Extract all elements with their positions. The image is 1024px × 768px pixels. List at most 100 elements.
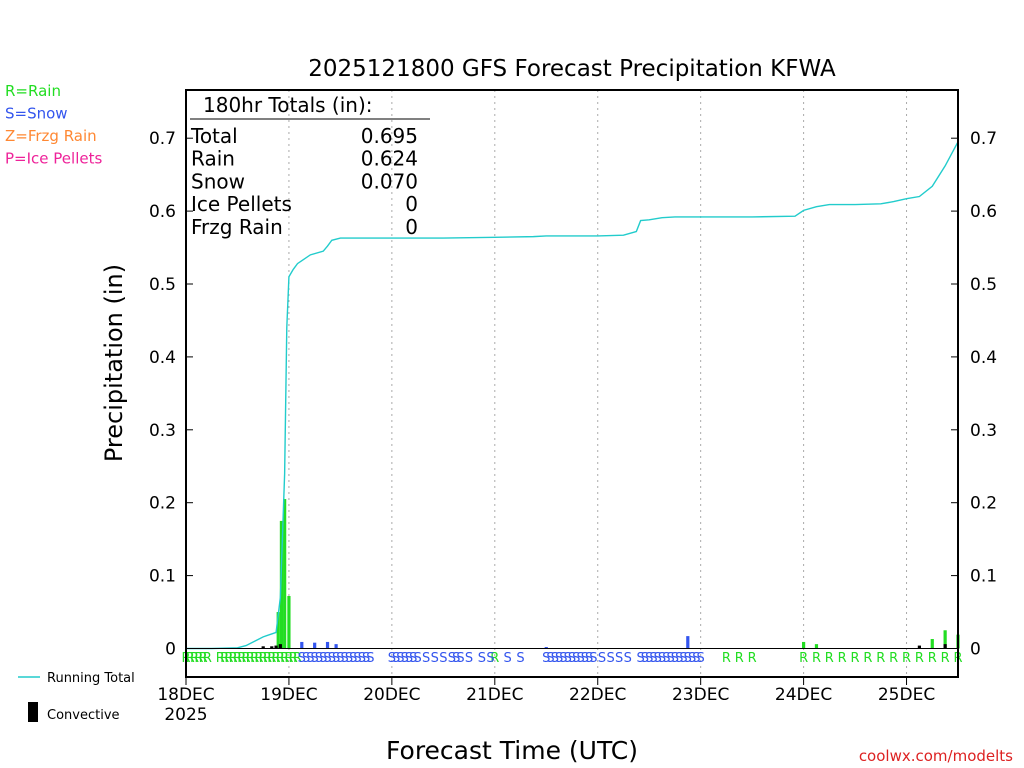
ptype-S-31: S <box>315 651 323 666</box>
ytick-label-left-4: 0.4 <box>149 348 176 368</box>
ptype-S-63: S <box>452 651 460 666</box>
ptype-S-94: S <box>585 651 593 666</box>
ptype-R-165: R <box>889 651 898 666</box>
ptype-S-30: S <box>311 651 319 666</box>
ptype-S-118: S <box>688 651 696 666</box>
ptype-S-27: S <box>298 651 306 666</box>
ptype-S-42: S <box>362 651 370 666</box>
ytick-label-right-6: 0.6 <box>970 202 997 222</box>
ytick-label-left-3: 0.3 <box>149 421 176 441</box>
bar-convective-171 <box>917 645 921 649</box>
xtick-sublabel-0: 2025 <box>164 705 207 725</box>
ptype-S-48: S <box>388 651 396 666</box>
ptype-S-90: S <box>568 651 576 666</box>
ptype-R-177: R <box>941 651 950 666</box>
bar-convective-20 <box>270 646 274 649</box>
ptype-S-107: S <box>641 651 649 666</box>
totals-value-1: 0.624 <box>361 147 418 171</box>
ptype-S-53: S <box>409 651 417 666</box>
precip-bars <box>261 499 960 649</box>
ptype-R-147: R <box>812 651 821 666</box>
ptype-S-87: S <box>555 651 563 666</box>
ptype-S-119: S <box>692 651 700 666</box>
ptype-S-37: S <box>341 651 349 666</box>
ytick-label-right-0: 0 <box>970 640 981 660</box>
totals-value-2: 0.070 <box>361 169 418 193</box>
ptype-S-88: S <box>559 651 567 666</box>
ytick-label-right-4: 0.4 <box>970 348 997 368</box>
ptype-R-5: R <box>203 651 212 666</box>
ytick-label-left-0: 0 <box>165 640 176 660</box>
ytick-label-right-2: 0.2 <box>970 494 997 514</box>
totals-value-4: 0 <box>405 215 418 239</box>
y-axis-title: Precipitation (in) <box>100 264 128 462</box>
ytick-label-right-3: 0.3 <box>970 421 997 441</box>
bar-snow-117 <box>686 636 690 649</box>
ptype-R-19: R <box>263 651 272 666</box>
ptype-R-25: R <box>289 651 298 666</box>
ptype-S-56: S <box>422 651 430 666</box>
bar-snow-84 <box>544 647 548 649</box>
ptype-S-50: S <box>396 651 404 666</box>
ptype-R-2: R <box>190 651 199 666</box>
ptype-R-13: R <box>237 651 246 666</box>
watermark: coolwx.com/modelts <box>859 747 1013 765</box>
ptype-S-111: S <box>658 651 666 666</box>
ytick-label-left-7: 0.7 <box>149 129 176 149</box>
ptype-R-10: R <box>224 651 233 666</box>
bar-convective-21 <box>274 645 278 649</box>
ptype-S-41: S <box>358 651 366 666</box>
ptype-S-95: S <box>589 651 597 666</box>
ptype-R-23: R <box>280 651 289 666</box>
ptype-S-85: S <box>546 651 554 666</box>
ptype-R-129: R <box>735 651 744 666</box>
y-axis-left: 0 0.1 0.2 0.3 0.4 0.5 0.6 0.7 <box>149 129 193 660</box>
ptype-R-14: R <box>242 651 251 666</box>
ytick-label-left-5: 0.5 <box>149 275 176 295</box>
ptype-S-99: S <box>606 651 614 666</box>
ptype-R-20: R <box>267 651 276 666</box>
ptype-S-93: S <box>581 651 589 666</box>
bar-rain-21.5 <box>276 612 280 649</box>
ptype-R-159: R <box>863 651 872 666</box>
ptype-S-62: S <box>448 651 456 666</box>
ptype-S-43: S <box>366 651 374 666</box>
gridlines <box>288 90 908 677</box>
ptype-S-120: S <box>697 651 705 666</box>
bar-snow-27 <box>300 641 304 649</box>
ptype-S-116: S <box>679 651 687 666</box>
bar-snow-35 <box>334 644 338 649</box>
ptype-R-9: R <box>220 651 229 666</box>
xtick-label-20DEC: 20DEC <box>363 685 420 705</box>
ptype-S-97: S <box>598 651 606 666</box>
ptype-S-110: S <box>654 651 662 666</box>
bar-rain-24 <box>287 596 291 649</box>
convective-legend-swatch <box>28 702 38 722</box>
totals-header: 180hr Totals (in): <box>203 93 373 117</box>
ptype-S-84: S <box>542 651 550 666</box>
ptype-R-162: R <box>876 651 885 666</box>
ptype-S-28: S <box>302 651 310 666</box>
xtick-label-19DEC: 19DEC <box>260 685 317 705</box>
series-legend: Running Total Convective <box>18 671 135 723</box>
ptype-S-32: S <box>319 651 327 666</box>
ptype-R-171: R <box>915 651 924 666</box>
ptype-R-168: R <box>902 651 911 666</box>
bar-convective-177 <box>943 644 947 649</box>
ptype-S-40: S <box>353 651 361 666</box>
ptype-S-108: S <box>645 651 653 666</box>
bar-convective-18 <box>261 646 265 649</box>
ytick-label-right-5: 0.5 <box>970 275 997 295</box>
ptype-S-33: S <box>323 651 331 666</box>
ptype-legend: R=Rain S=Snow Z=Frzg Rain P=Ice Pellets <box>5 82 102 168</box>
chart-title: 2025121800 GFS Forecast Precipitation KF… <box>308 56 836 82</box>
ptype-S-101: S <box>615 651 623 666</box>
totals-label-1: Rain <box>191 147 235 171</box>
ptype-S-54: S <box>413 651 421 666</box>
ptype-S-109: S <box>649 651 657 666</box>
ptype-S-58: S <box>431 651 439 666</box>
totals-value-0: 0.695 <box>361 124 418 148</box>
ptype-S-89: S <box>564 651 572 666</box>
